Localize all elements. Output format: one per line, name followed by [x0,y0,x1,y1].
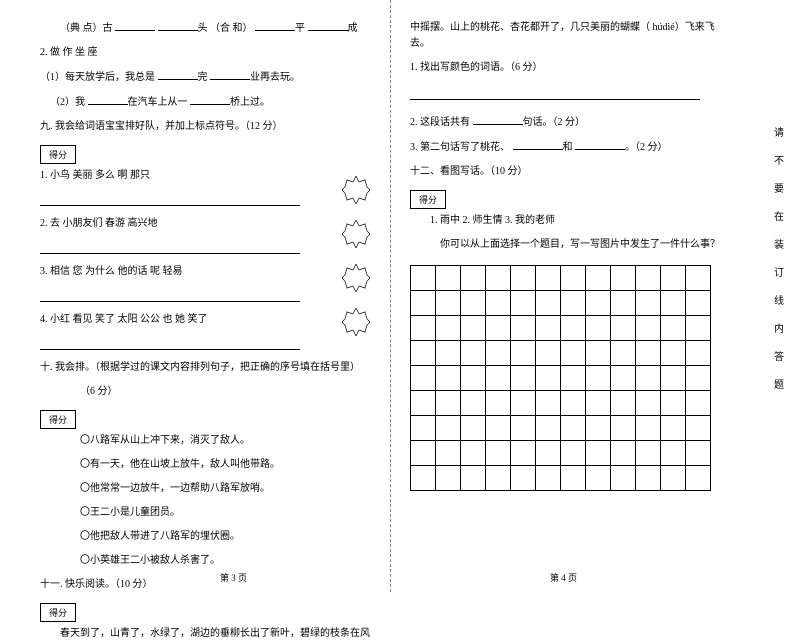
q9-title: 九. 我会给词语宝宝排好队，并加上标点符号。（12 分） [40,119,380,135]
answer-line-3[interactable] [40,288,300,302]
option-6: 〇小英雄王二小被敌人杀害了。 [40,553,380,569]
q10-points: （6 分） [40,384,380,400]
answer-line-2[interactable] [40,240,300,254]
reading-paragraph: 春天到了，山青了，水绿了，湖边的垂柳长出了新叶，碧绿的枝条在风 [40,626,380,642]
reading-q3: 3. 第二句话写了桃花、 和 。（2 分） [410,139,720,156]
answer-line-r1[interactable] [410,86,700,100]
reading-q2: 2. 这段话共有 句话。（2 分） [410,114,720,131]
line-2: 2. 做 作 坐 座 [40,45,380,61]
sentence-4: 4. 小红 看见 笑了 太阳 公公 也 她 笑了 [40,312,380,328]
score-box-q10: 得分 [40,410,76,429]
score-box-q12: 得分 [410,190,446,209]
sentence-1: 1. 小鸟 美丽 多么 啊 那只 [40,168,380,184]
page-number-right: 第 4 页 [550,571,577,584]
q10-title: 十. 我会排。（根据学过的课文内容排列句子，把正确的序号填在括号里） [40,360,380,376]
reading-paragraph-cont: 中摇摆。山上的桃花、杏花都开了，几只美丽的蝴蝶（ húdié）飞来飞去。 [410,20,720,52]
star-icon [342,264,370,292]
score-box-q11: 得分 [40,603,76,622]
option-1: 〇八路军从山上冲下来，消灭了敌人。 [40,433,380,449]
writing-grid[interactable] [410,265,720,491]
binding-margin-text: 请不要在装订线内答题 [773,120,785,400]
option-5: 〇他把敌人带进了八路军的埋伏圈。 [40,529,380,545]
right-page: 中摇摆。山上的桃花、杏花都开了，几只美丽的蝴蝶（ húdié）飞来飞去。 1. … [410,0,720,592]
left-page: （典 点）古 头 （合 和） 平 成 2. 做 作 坐 座 （1）每天放学后，我… [40,0,380,592]
q12-prompt: 你可以从上面选择一个题目，写一写图片中发生了一件什么事？ [410,237,720,253]
sentence-3: 3. 相信 您 为什么 他的话 呢 轻易 [40,264,380,280]
reading-q1: 1. 找出写颜色的词语。（6 分） [410,60,720,76]
star-icon [342,176,370,204]
page-divider [390,0,391,592]
option-3: 〇他常常一边放牛，一边帮助八路军放哨。 [40,481,380,497]
answer-line-4[interactable] [40,336,300,350]
page-number-left: 第 3 页 [220,571,247,584]
score-box-q9: 得分 [40,145,76,164]
line-3: （1）每天放学后，我总是 完 业再去玩。 [40,69,380,86]
answer-line-1[interactable] [40,192,300,206]
option-2: 〇有一天，他在山坡上放牛，敌人叫他带路。 [40,457,380,473]
star-icon [342,220,370,248]
option-4: 〇王二小是儿童团员。 [40,505,380,521]
star-icon [342,308,370,336]
line-1: （典 点）古 头 （合 和） 平 成 [40,20,380,37]
sentence-2: 2. 去 小朋友们 春游 高兴地 [40,216,380,232]
q11-title: 十一. 快乐阅读。（10 分） [40,577,380,593]
line-4: （2）我 在汽车上从一 桥上过。 [40,94,380,111]
q12-options: 1. 雨中 2. 师生情 3. 我的老师 [410,213,720,229]
q12-title: 十二、看图写话。（10 分） [410,164,720,180]
